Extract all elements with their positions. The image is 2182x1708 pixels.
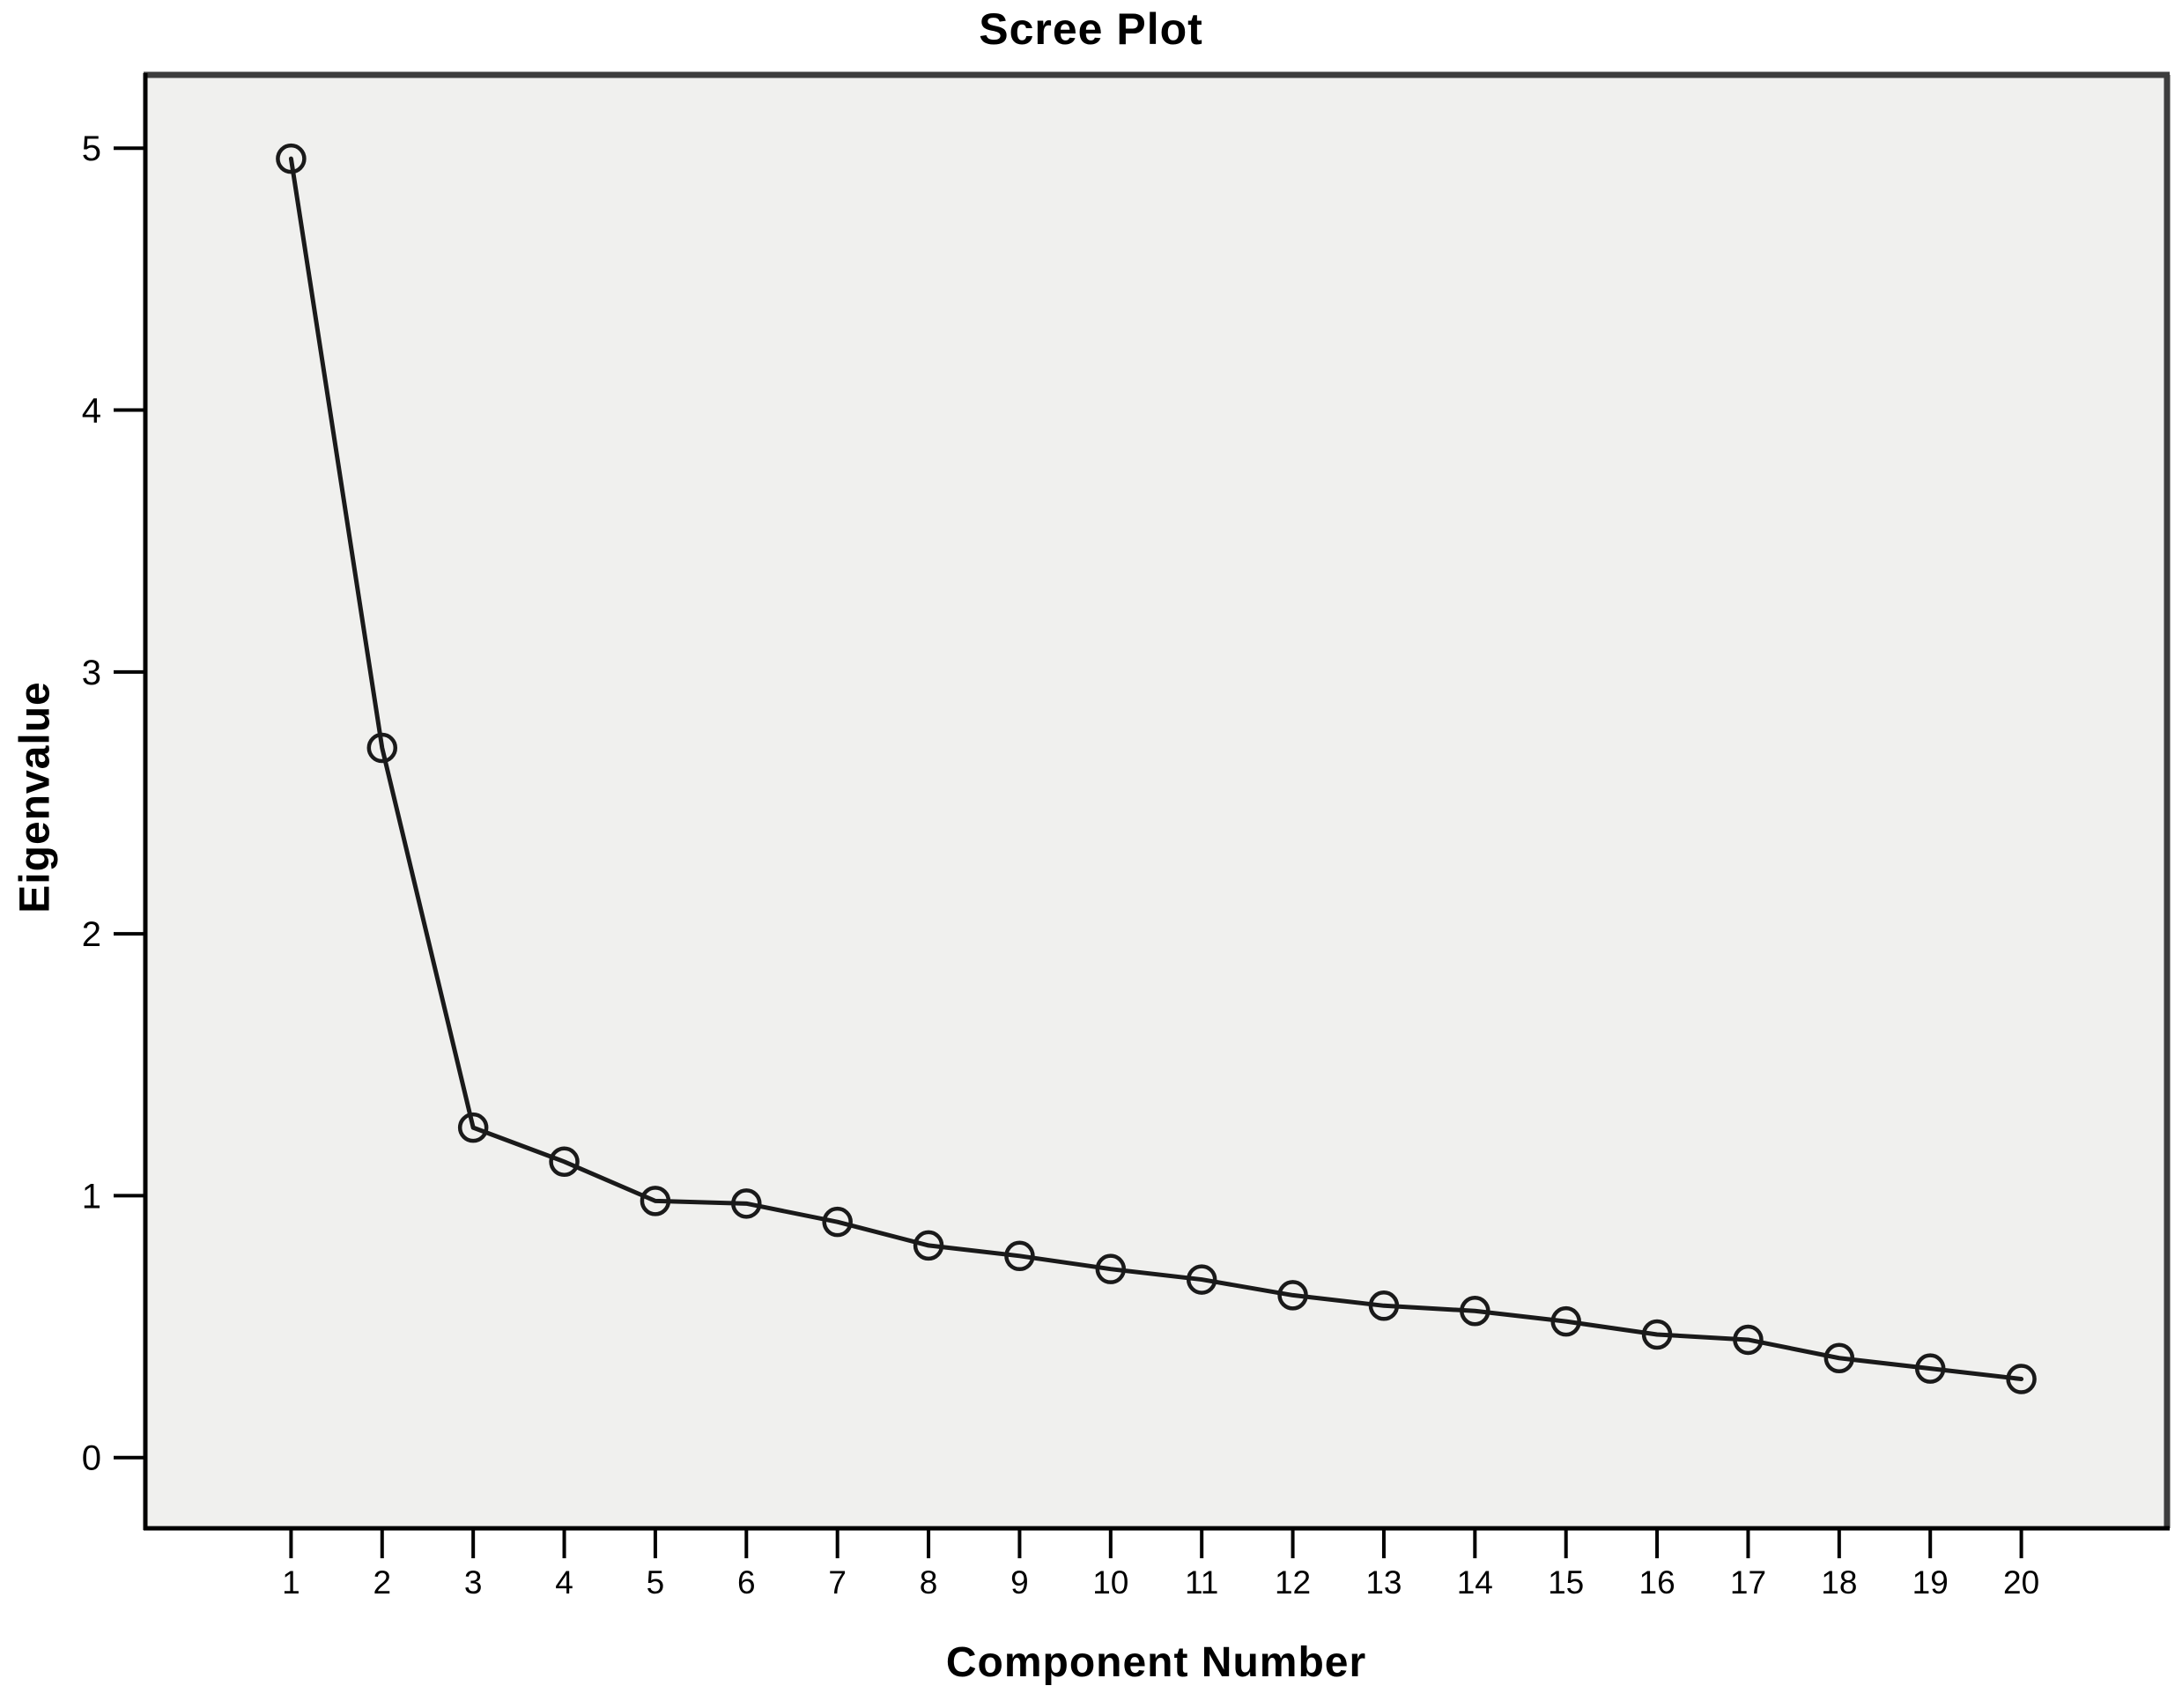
- x-tick-label: 6: [737, 1564, 756, 1601]
- data-point-marker: [1914, 1353, 1946, 1384]
- data-point-marker: [1641, 1319, 1673, 1350]
- data-point-marker: [1550, 1305, 1581, 1337]
- data-point-marker: [276, 143, 307, 174]
- x-tick-label: 9: [1010, 1564, 1029, 1601]
- data-point-marker: [1460, 1295, 1490, 1327]
- x-tick-label: 15: [1548, 1564, 1584, 1601]
- data-point-marker: [1186, 1264, 1217, 1295]
- x-tick-label: 1: [282, 1564, 300, 1601]
- series-line: [288, 156, 2024, 1382]
- data-point-marker: [549, 1146, 580, 1178]
- data-point-marker: [1733, 1324, 1764, 1356]
- x-tick-label: 5: [647, 1564, 665, 1601]
- y-tick-label: 4: [82, 392, 101, 431]
- x-tick-label: 12: [1275, 1564, 1311, 1601]
- y-tick-label: 3: [82, 654, 101, 692]
- x-tick-label: 20: [2003, 1564, 2039, 1601]
- x-tick-label: 7: [828, 1564, 847, 1601]
- data-point-marker: [366, 732, 398, 764]
- x-tick-label: 3: [464, 1564, 483, 1601]
- x-tick-label: 2: [373, 1564, 391, 1601]
- y-tick-label: 0: [82, 1439, 101, 1478]
- x-axis-title: Component Number: [945, 1639, 1367, 1686]
- x-tick-label: 17: [1730, 1564, 1766, 1601]
- chart-title: Scree Plot: [979, 4, 1203, 54]
- data-point-marker: [2006, 1364, 2037, 1394]
- plot-background: [145, 75, 2167, 1528]
- y-tick-label: 5: [82, 129, 101, 168]
- x-tick-label: 13: [1365, 1564, 1402, 1601]
- data-point-marker: [1277, 1280, 1308, 1311]
- data-point-marker: [731, 1188, 762, 1219]
- data-point-marker: [822, 1206, 853, 1238]
- data-point-marker: [1004, 1240, 1035, 1272]
- data-point-marker: [1823, 1342, 1855, 1374]
- data-point-marker: [640, 1186, 671, 1216]
- x-tick-label: 8: [920, 1564, 938, 1601]
- x-tick-label: 14: [1457, 1564, 1493, 1601]
- data-point-marker: [1095, 1253, 1127, 1284]
- x-tick-label: 18: [1821, 1564, 1857, 1601]
- y-tick-label: 2: [82, 915, 101, 954]
- x-tick-label: 4: [555, 1564, 573, 1601]
- x-tick-label: 11: [1185, 1564, 1218, 1601]
- x-tick-label: 16: [1639, 1564, 1675, 1601]
- data-point-marker: [913, 1230, 944, 1261]
- y-tick-label: 1: [82, 1177, 101, 1216]
- data-point-marker: [457, 1112, 489, 1143]
- x-tick-label: 19: [1912, 1564, 1949, 1601]
- data-point-marker: [1368, 1290, 1400, 1321]
- x-tick-label: 10: [1092, 1564, 1128, 1601]
